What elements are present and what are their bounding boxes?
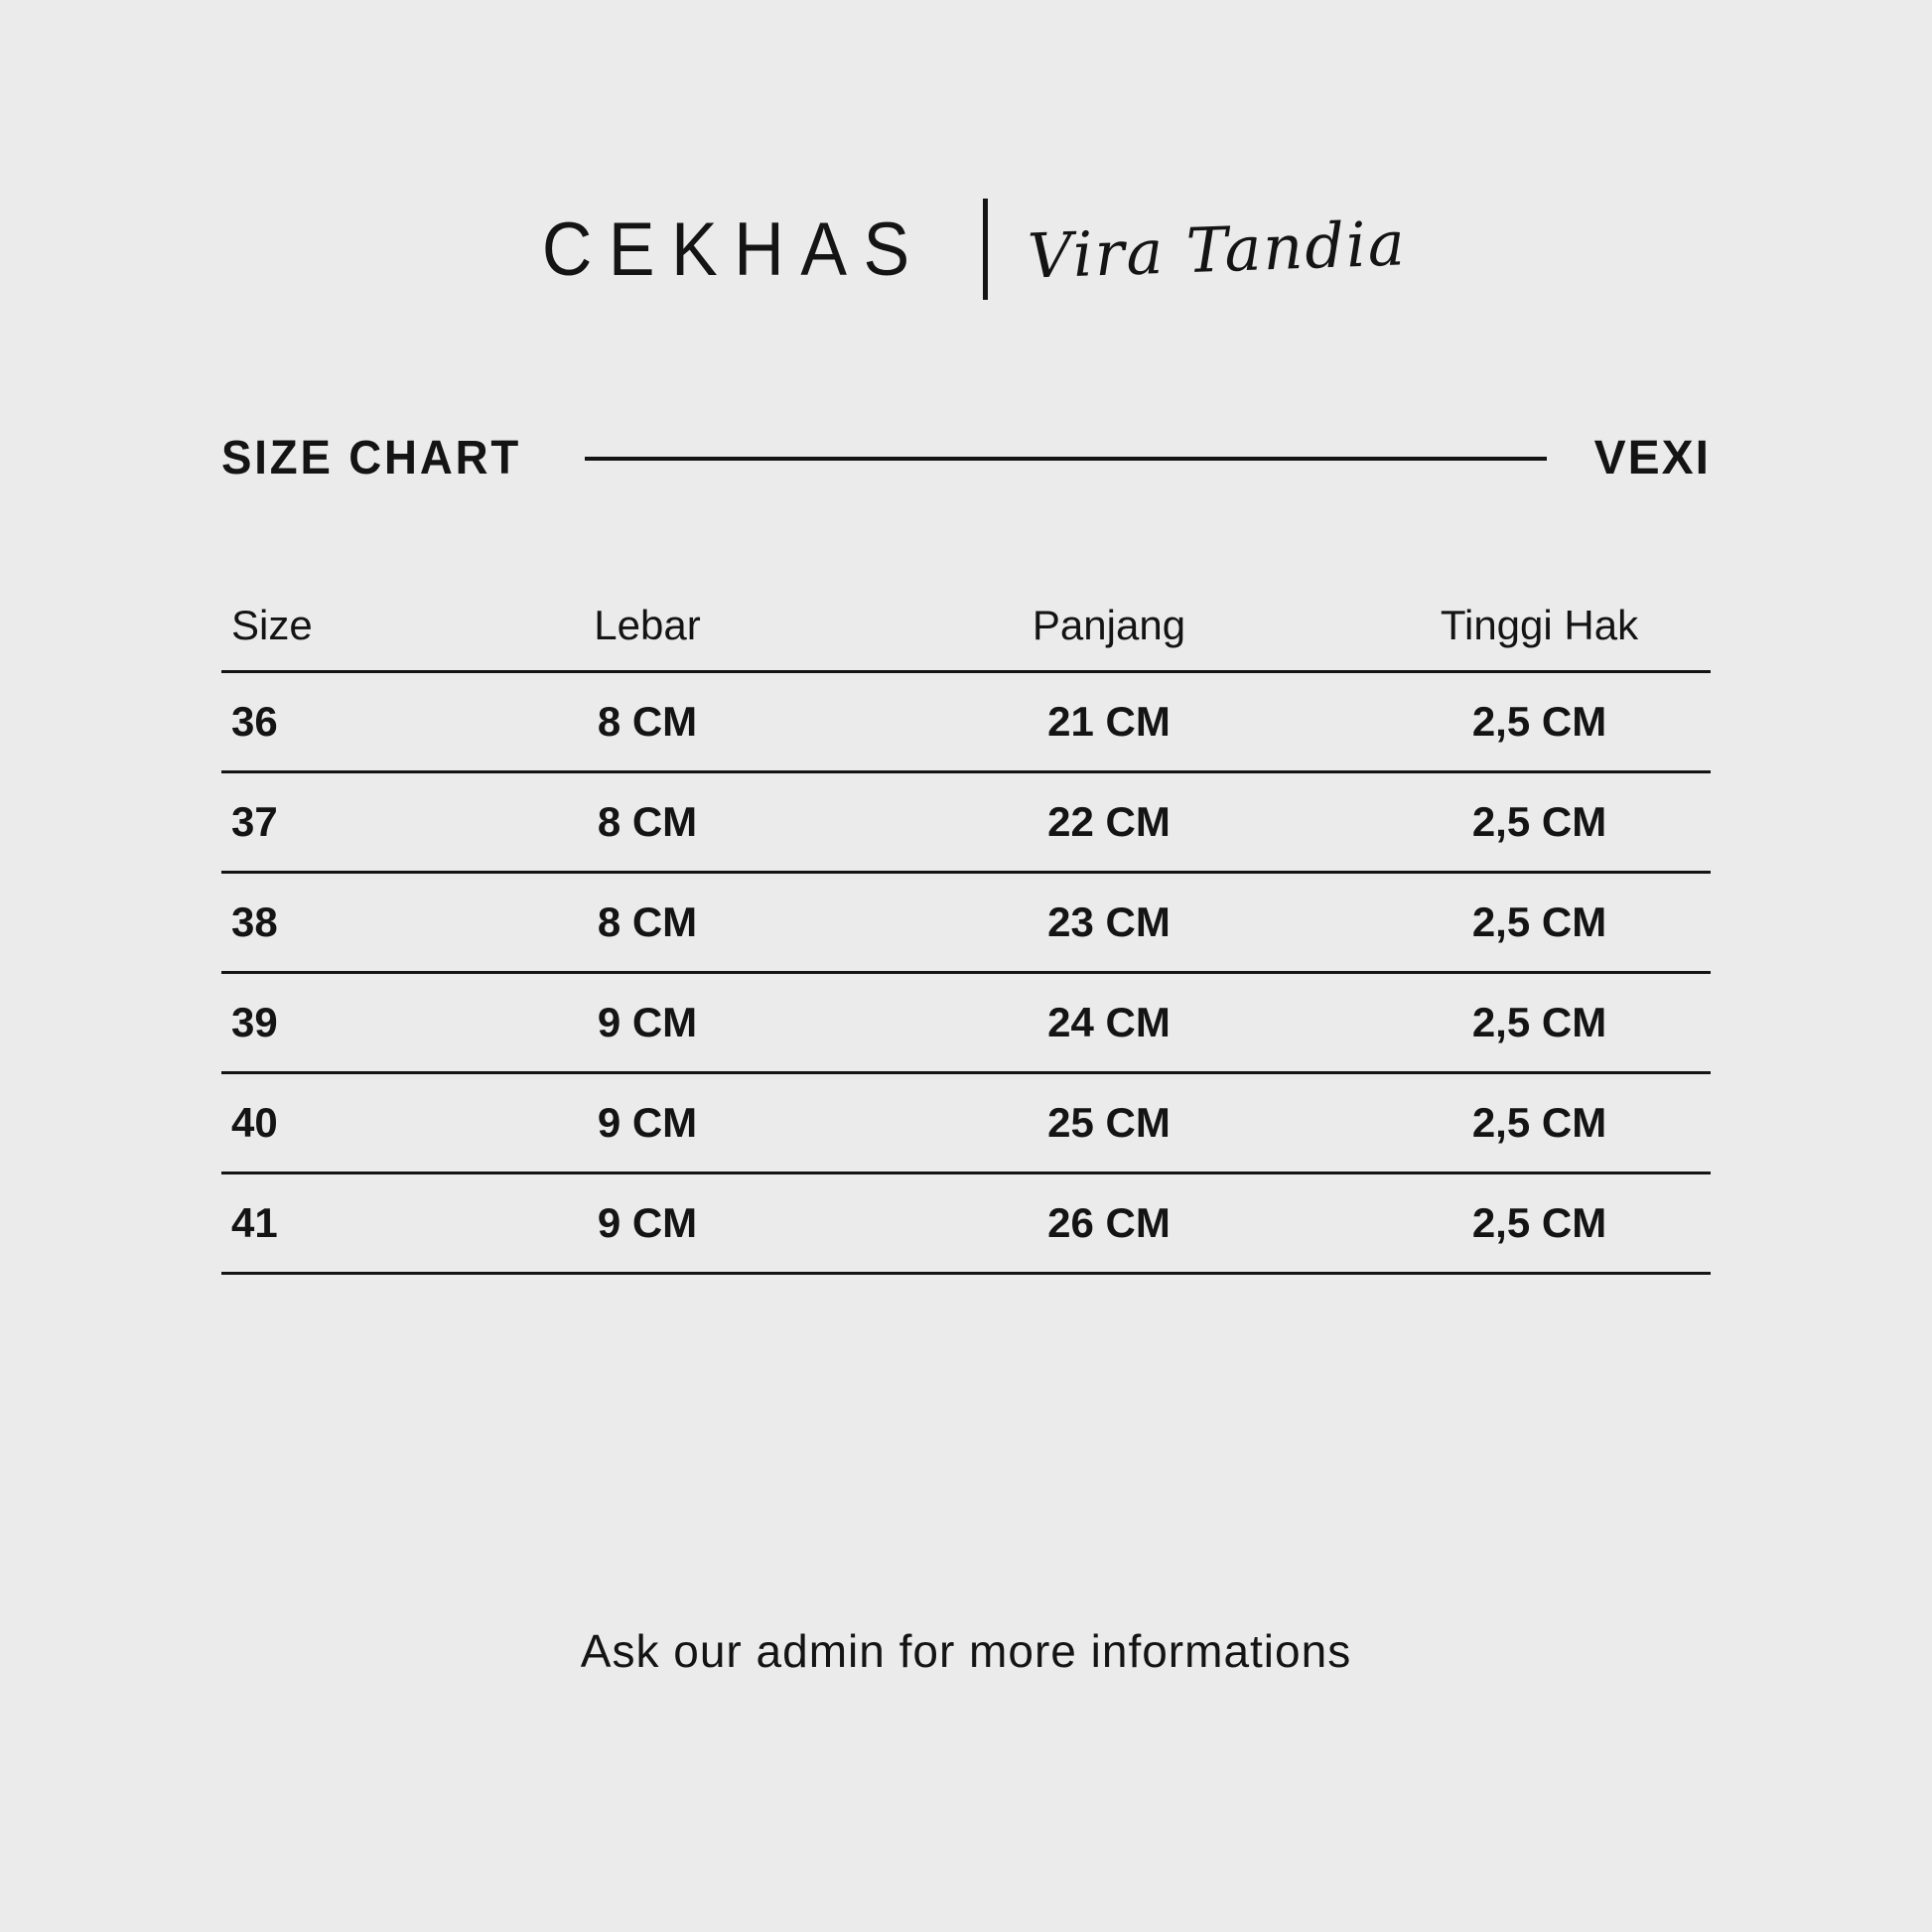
cell-lebar: 8 CM xyxy=(597,698,698,745)
section-divider-line xyxy=(585,456,1547,461)
table-row: 39 9 CM 24 CM 2,5 CM xyxy=(221,974,1711,1074)
column-header-tinggi-hak: Tinggi Hak xyxy=(1440,602,1639,648)
cell-lebar: 9 CM xyxy=(597,999,698,1045)
table-header-row: Size Lebar Panjang Tinggi Hak xyxy=(221,581,1711,673)
cell-lebar: 9 CM xyxy=(597,1099,698,1146)
cell-lebar: 9 CM xyxy=(597,1199,698,1246)
section-header: SIZE CHART VEXI xyxy=(221,431,1711,485)
cell-tinggi-hak: 2,5 CM xyxy=(1471,798,1607,845)
table-row: 38 8 CM 23 CM 2,5 CM xyxy=(221,874,1711,974)
cell-panjang: 21 CM xyxy=(1047,698,1171,745)
cell-size: 36 xyxy=(231,698,278,745)
column-header-panjang: Panjang xyxy=(1032,602,1186,648)
cell-size: 41 xyxy=(231,1199,278,1246)
brand-name: CEKHAS xyxy=(542,207,927,292)
table-row: 37 8 CM 22 CM 2,5 CM xyxy=(221,773,1711,874)
cell-lebar: 8 CM xyxy=(597,798,698,845)
cell-size: 38 xyxy=(231,898,278,945)
brand-divider-bar xyxy=(982,199,988,300)
cell-panjang: 23 CM xyxy=(1047,898,1171,945)
cell-panjang: 22 CM xyxy=(1047,798,1171,845)
cell-tinggi-hak: 2,5 CM xyxy=(1471,1099,1607,1146)
column-header-size: Size xyxy=(231,602,313,648)
cell-size: 40 xyxy=(231,1099,278,1146)
cell-panjang: 24 CM xyxy=(1047,999,1171,1045)
cell-size: 39 xyxy=(231,999,278,1045)
cell-panjang: 25 CM xyxy=(1047,1099,1171,1146)
table-row: 41 9 CM 26 CM 2,5 CM xyxy=(221,1174,1711,1275)
cell-tinggi-hak: 2,5 CM xyxy=(1471,999,1607,1045)
section-title: SIZE CHART xyxy=(221,432,522,484)
table-row: 36 8 CM 21 CM 2,5 CM xyxy=(221,673,1711,773)
cell-panjang: 26 CM xyxy=(1047,1199,1171,1246)
brand-logo: CEKHAS Vira Tandia xyxy=(0,0,1932,300)
cell-tinggi-hak: 2,5 CM xyxy=(1471,698,1607,745)
size-table: Size Lebar Panjang Tinggi Hak 36 8 CM 21… xyxy=(221,581,1711,1275)
cell-tinggi-hak: 2,5 CM xyxy=(1471,898,1607,945)
brand-signature: Vira Tandia xyxy=(1026,206,1408,293)
cell-size: 37 xyxy=(231,798,278,845)
cell-tinggi-hak: 2,5 CM xyxy=(1471,1199,1607,1246)
product-name: VEXI xyxy=(1593,432,1711,484)
table-row: 40 9 CM 25 CM 2,5 CM xyxy=(221,1074,1711,1174)
footer-note: Ask our admin for more informations xyxy=(580,1625,1352,1677)
cell-lebar: 8 CM xyxy=(597,898,698,945)
column-header-lebar: Lebar xyxy=(594,602,701,648)
